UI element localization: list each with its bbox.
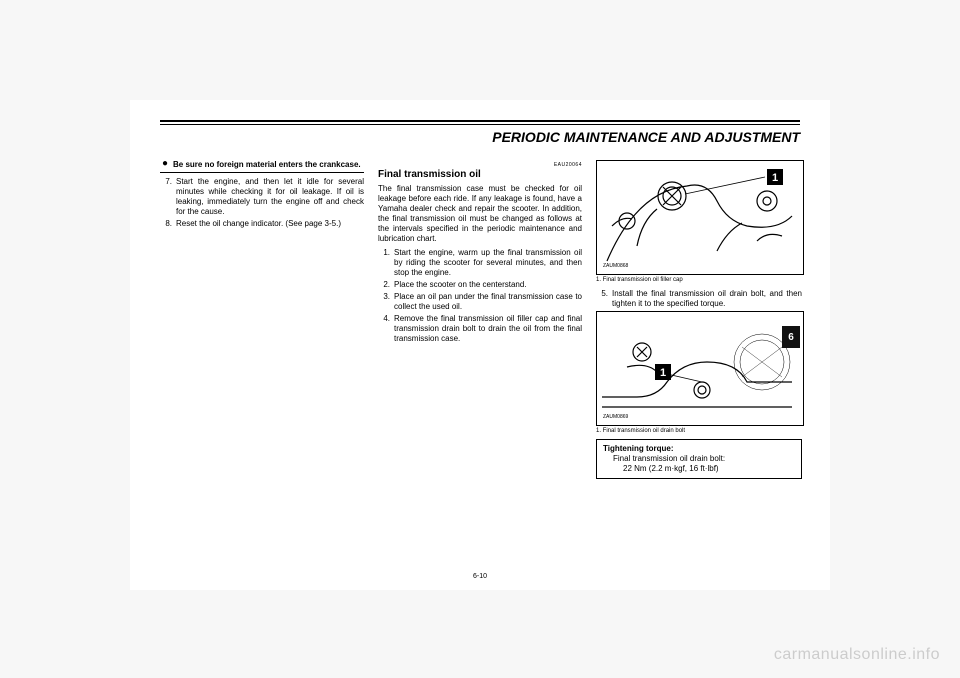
- figure-filler-cap: 1 ZAUM0868: [596, 160, 804, 275]
- figure-drain-bolt-caption: 1. Final transmission oil drain bolt: [596, 428, 802, 436]
- figure-id: ZAUM0869: [603, 414, 629, 420]
- figure-drain-bolt: 1 ZAUM0869: [596, 311, 804, 426]
- spec-value: 22 Nm (2.2 m·kgf, 16 ft·lbf): [623, 464, 795, 474]
- step-text: Place an oil pan under the final transmi…: [394, 292, 582, 312]
- notice-text: Be sure no foreign material enters the c…: [173, 160, 364, 170]
- column-3: 1 ZAUM0868 1. Final transmission oil fil…: [596, 160, 802, 560]
- watermark: carmanualsonline.info: [774, 646, 940, 664]
- step-3: 3. Place an oil pan under the final tran…: [378, 292, 582, 312]
- manual-page: PERIODIC MAINTENANCE AND ADJUSTMENT ● Be…: [130, 100, 830, 590]
- figure-id: ZAUM0868: [603, 263, 629, 269]
- column-1: ● Be sure no foreign material enters the…: [160, 160, 364, 560]
- step-text: Start the engine, warm up the final tran…: [394, 248, 582, 278]
- page-header: PERIODIC MAINTENANCE AND ADJUSTMENT: [160, 120, 800, 145]
- figure-filler-cap-svg: 1 ZAUM0868: [597, 161, 801, 271]
- step-number: 4.: [378, 314, 390, 344]
- step-text: Reset the oil change indicator. (See pag…: [176, 219, 364, 229]
- notice-bullet: ● Be sure no foreign material enters the…: [160, 160, 364, 170]
- callout-1: 1: [660, 367, 666, 379]
- page-number: 6-10: [130, 573, 830, 580]
- spec-item: Final transmission oil drain bolt:: [613, 454, 795, 464]
- step-8: 8. Reset the oil change indicator. (See …: [160, 219, 364, 229]
- step-5: 5. Install the final transmission oil dr…: [596, 289, 802, 309]
- step-text: Place the scooter on the centerstand.: [394, 280, 582, 290]
- figure-drain-bolt-svg: 1 ZAUM0869: [597, 312, 801, 422]
- section-intro: The final transmission case must be chec…: [378, 184, 582, 244]
- step-7: 7. Start the engine, and then let it idl…: [160, 177, 364, 217]
- figure-filler-cap-caption: 1. Final transmission oil filler cap: [596, 277, 802, 285]
- step-number: 1.: [378, 248, 390, 278]
- torque-spec-box: Tightening torque: Final transmission oi…: [596, 439, 802, 479]
- step-text: Start the engine, and then let it idle f…: [176, 177, 364, 217]
- content-columns: ● Be sure no foreign material enters the…: [160, 160, 800, 560]
- bullet-dot: ●: [160, 160, 170, 170]
- step-text: Install the final transmission oil drain…: [612, 289, 802, 309]
- column-2: EAU20064 Final transmission oil The fina…: [378, 160, 582, 560]
- step-2: 2. Place the scooter on the centerstand.: [378, 280, 582, 290]
- step-number: 5.: [596, 289, 608, 309]
- chapter-tab: 6: [782, 326, 800, 348]
- callout-1: 1: [772, 172, 778, 184]
- page-title: PERIODIC MAINTENANCE AND ADJUSTMENT: [160, 129, 800, 145]
- step-1: 1. Start the engine, warm up the final t…: [378, 248, 582, 278]
- step-number: 8.: [160, 219, 172, 229]
- step-number: 3.: [378, 292, 390, 312]
- notice-rule: [160, 172, 364, 173]
- spec-title: Tightening torque:: [603, 444, 795, 454]
- step-number: 7.: [160, 177, 172, 217]
- step-4: 4. Remove the final transmission oil fil…: [378, 314, 582, 344]
- section-code: EAU20064: [378, 162, 582, 168]
- section-title: Final transmission oil: [378, 169, 582, 182]
- header-rule-thin: [160, 124, 800, 125]
- step-number: 2.: [378, 280, 390, 290]
- step-text: Remove the final transmission oil filler…: [394, 314, 582, 344]
- header-rule-thick: [160, 120, 800, 122]
